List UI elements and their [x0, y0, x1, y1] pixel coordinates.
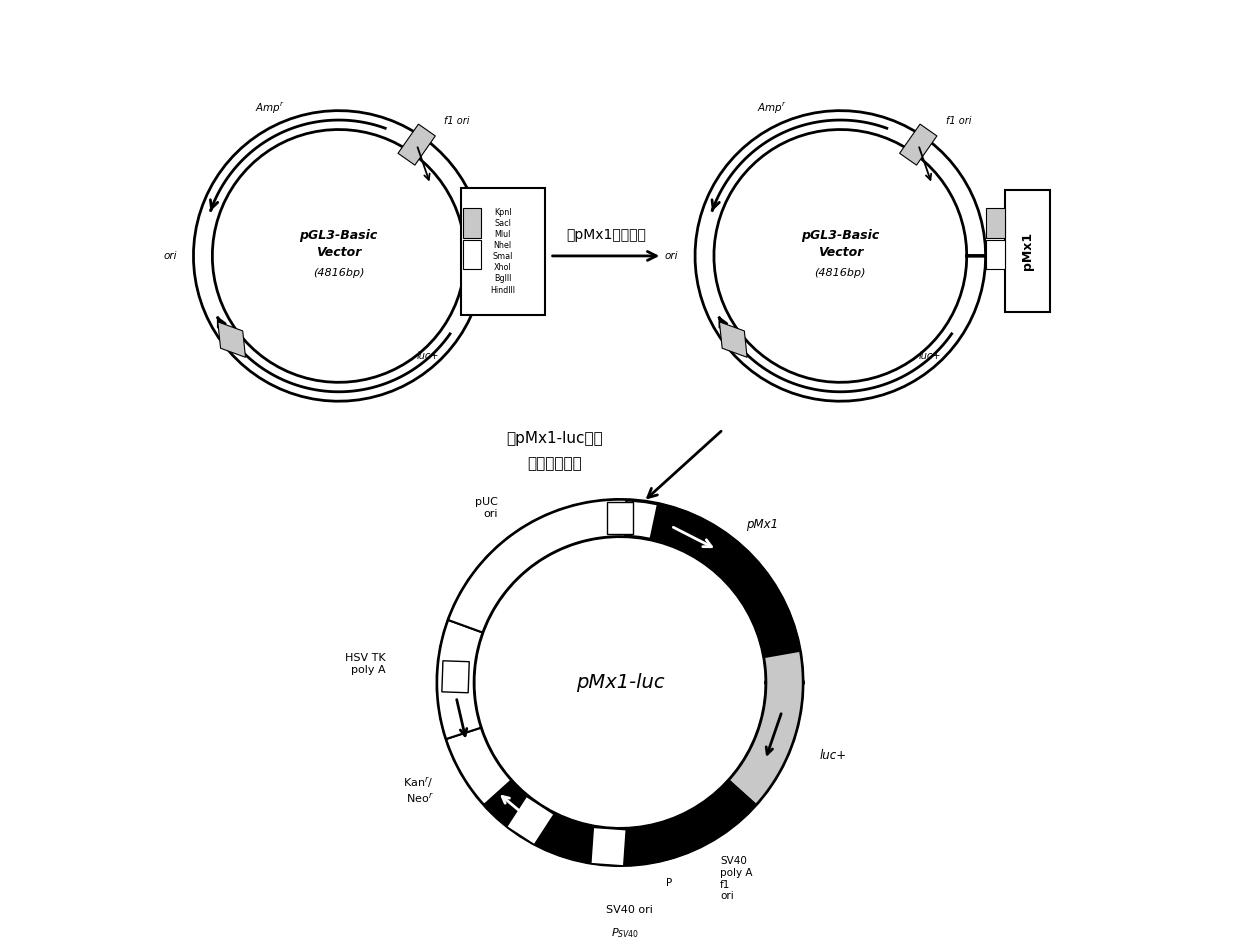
Polygon shape [218, 322, 246, 358]
Polygon shape [986, 207, 1004, 237]
Text: ori: ori [665, 251, 678, 261]
FancyBboxPatch shape [460, 188, 546, 314]
Text: 将pMx1-luc融合: 将pMx1-luc融合 [506, 431, 603, 447]
FancyBboxPatch shape [1006, 190, 1050, 312]
Polygon shape [899, 124, 937, 166]
Polygon shape [719, 322, 748, 358]
Polygon shape [484, 780, 575, 856]
Polygon shape [590, 828, 626, 866]
Polygon shape [986, 240, 1004, 269]
Text: pMx1-luc: pMx1-luc [575, 673, 665, 692]
Text: 基因插入载体: 基因插入载体 [527, 457, 582, 471]
Text: pMx1: pMx1 [746, 517, 779, 531]
Polygon shape [606, 502, 634, 534]
Polygon shape [651, 503, 800, 657]
Text: $P_{SV40}$: $P_{SV40}$ [610, 926, 639, 940]
Text: luc+: luc+ [417, 351, 439, 360]
Polygon shape [446, 727, 511, 805]
Text: f1 ori: f1 ori [444, 115, 470, 126]
Polygon shape [463, 240, 481, 269]
Text: Amp$^r$: Amp$^r$ [255, 101, 285, 116]
Text: pMx1: pMx1 [1022, 232, 1034, 271]
Text: Vector: Vector [316, 246, 361, 258]
Text: luc+: luc+ [820, 749, 847, 762]
Text: pGL3-Basic: pGL3-Basic [801, 229, 879, 242]
Text: KpnI
SacI
MluI
NheI
SmaI
XhoI
BglII
HindIII: KpnI SacI MluI NheI SmaI XhoI BglII Hind… [490, 208, 516, 294]
Text: luc+: luc+ [919, 351, 941, 360]
Polygon shape [398, 124, 435, 166]
Text: 将pMx1插入载体: 将pMx1插入载体 [565, 228, 646, 242]
Text: (4816bp): (4816bp) [815, 268, 866, 278]
Text: pGL3-Basic: pGL3-Basic [300, 229, 378, 242]
Polygon shape [507, 797, 554, 845]
Polygon shape [441, 661, 469, 692]
Polygon shape [193, 111, 484, 401]
Polygon shape [658, 780, 756, 859]
Text: SV40 ori: SV40 ori [606, 904, 652, 915]
Text: f1 ori: f1 ori [946, 115, 971, 126]
Text: (4816bp): (4816bp) [312, 268, 365, 278]
Polygon shape [729, 651, 802, 805]
Text: Kan$^r$/
Neo$^r$: Kan$^r$/ Neo$^r$ [403, 776, 433, 805]
Text: pUC
ori: pUC ori [475, 498, 498, 519]
Polygon shape [438, 620, 482, 739]
Text: SV40
poly A
f1
ori: SV40 poly A f1 ori [720, 856, 753, 902]
Text: HSV TK
poly A: HSV TK poly A [345, 653, 386, 674]
Polygon shape [696, 111, 986, 401]
Text: Amp$^r$: Amp$^r$ [756, 101, 786, 116]
Polygon shape [448, 499, 626, 633]
Text: Vector: Vector [817, 246, 863, 258]
Polygon shape [463, 207, 481, 237]
Text: ori: ori [162, 251, 176, 261]
Text: P: P [666, 879, 672, 888]
Polygon shape [563, 822, 667, 866]
Polygon shape [438, 499, 802, 866]
